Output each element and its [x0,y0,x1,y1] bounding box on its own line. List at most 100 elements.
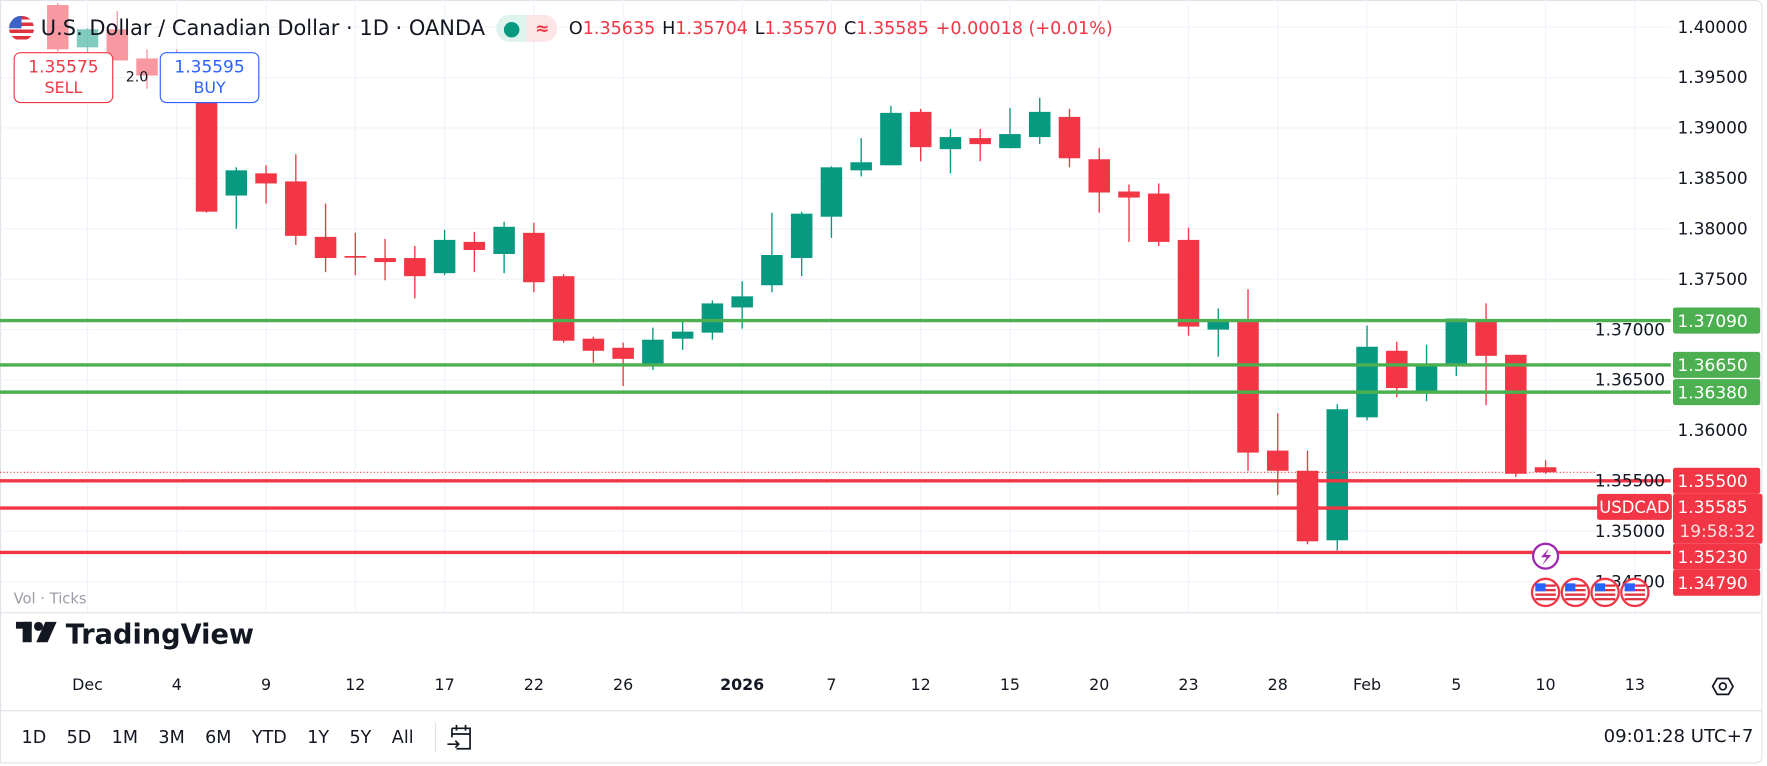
candle [1534,460,1557,474]
time-axis-label: 28 [1267,676,1288,695]
candle-body [493,226,515,255]
candle [523,222,545,293]
candle [552,274,575,343]
ohlc-legend: O1.35635 H1.35704 L1.35570 C1.35585 +0.0… [569,18,1113,38]
us-canada-flag-icon [9,15,34,41]
candle-body [939,137,962,150]
time-axis-label: 15 [999,676,1021,695]
candle-body [552,276,575,341]
sell-label: SELL [44,79,83,98]
close-value: 1.35585 [856,18,929,39]
buy-button[interactable]: 1.35595 BUY [159,52,260,104]
candle-body [1356,346,1378,418]
price-axis-tick: 1.38000 [1678,219,1748,239]
flag-stripe [1594,598,1616,601]
price-axis-tick: 1.37000 [1595,320,1665,340]
price-line-tag [1672,351,1761,378]
range-button-1d[interactable]: 1D [21,727,47,748]
high-value: 1.35704 [675,18,748,39]
time-axis-label: 23 [1178,676,1199,695]
candle-body [1177,239,1200,327]
price-axis-tick: 1.36000 [1678,421,1748,441]
candle-body [255,173,277,184]
candle-body [344,256,367,258]
flag-stripe [1565,593,1586,596]
flag-ring [1530,577,1561,608]
candle-body [1386,350,1408,389]
candle-body [225,170,248,196]
candle [1237,289,1259,471]
us-flag-icon[interactable] [1590,577,1620,608]
approx-wave-icon: ≈ [526,14,558,42]
flag-ring [1620,577,1650,608]
status-pill[interactable]: ● ≈ [496,14,558,42]
price-line-tag [1672,379,1761,406]
time-axis-label: 2026 [720,676,765,695]
spread-value: 2.0 [125,67,149,85]
candle-body [999,134,1021,149]
us-flag-icon[interactable] [1620,577,1650,608]
price-line-label: 1.36650 [1678,356,1748,376]
flag-ring [1560,577,1591,608]
candle-body [731,296,753,308]
candle [1058,108,1081,168]
candle-body [1118,191,1140,198]
candle [999,107,1021,149]
range-button-1m[interactable]: 1M [111,727,139,748]
candle [1326,404,1349,551]
candle [761,212,783,293]
candle-body [314,236,337,259]
candle-body [1326,409,1349,541]
candle [76,28,99,53]
symbol-title[interactable]: U.S. Dollar / Canadian Dollar · 1D · OAN… [40,16,486,41]
candle [493,221,515,274]
tradingview-wordmark: TradingView [65,618,255,651]
candle-body [47,5,69,50]
price-line-label: 1.34790 [1678,574,1748,594]
price-axis-tick: 1.37500 [1678,270,1748,290]
range-button-ytd[interactable]: YTD [251,727,287,748]
current-price-tag [1672,493,1763,544]
open-value: 1.35635 [582,18,656,39]
price-line-label: 1.35500 [1678,472,1748,492]
price-line-tag [1672,307,1761,334]
gear-icon[interactable] [1711,675,1735,698]
us-flag-icon[interactable] [1530,577,1561,608]
candle [1445,318,1468,376]
tradingview-logo[interactable]: TradingView [15,617,255,651]
time-axis-label: 20 [1089,676,1110,695]
candle-body [790,213,813,259]
clock-timezone[interactable]: 09:01:28 UTC+7 [1603,724,1754,747]
flag-stripe [1535,598,1556,601]
range-button-6m[interactable]: 6M [205,727,232,748]
range-button-1y[interactable]: 1Y [307,727,330,748]
candle [820,166,843,238]
time-axis-label: Feb [1352,676,1382,695]
range-button-3m[interactable]: 3M [158,727,185,748]
range-button-5y[interactable]: 5Y [349,727,372,748]
us-flag-icon[interactable] [1560,577,1591,608]
time-axis-label: 17 [434,676,455,695]
candle-body [612,347,634,359]
volume-legend[interactable]: Vol · Ticks [13,591,87,609]
candle-body [880,112,902,166]
flag-canton [1535,583,1546,592]
change-value: +0.00018 (+0.01%) [935,18,1113,39]
toolbar-divider [0,710,1763,712]
time-axis-label: 4 [171,676,182,695]
range-button-5d[interactable]: 5D [66,727,92,748]
sell-price: 1.35575 [28,56,99,78]
candle-body [1058,116,1081,159]
symbol-price-tag [1597,493,1672,520]
time-axis-label: 12 [910,676,931,695]
range-button-all[interactable]: All [391,727,414,748]
candle-body [285,181,307,236]
calendar-arrow-icon[interactable] [443,722,477,754]
flag-stripe [1535,593,1556,596]
candle [314,203,337,273]
lightning-bolt [1541,548,1552,566]
sell-button[interactable]: 1.35575 SELL [13,52,114,104]
candle [1207,308,1230,357]
